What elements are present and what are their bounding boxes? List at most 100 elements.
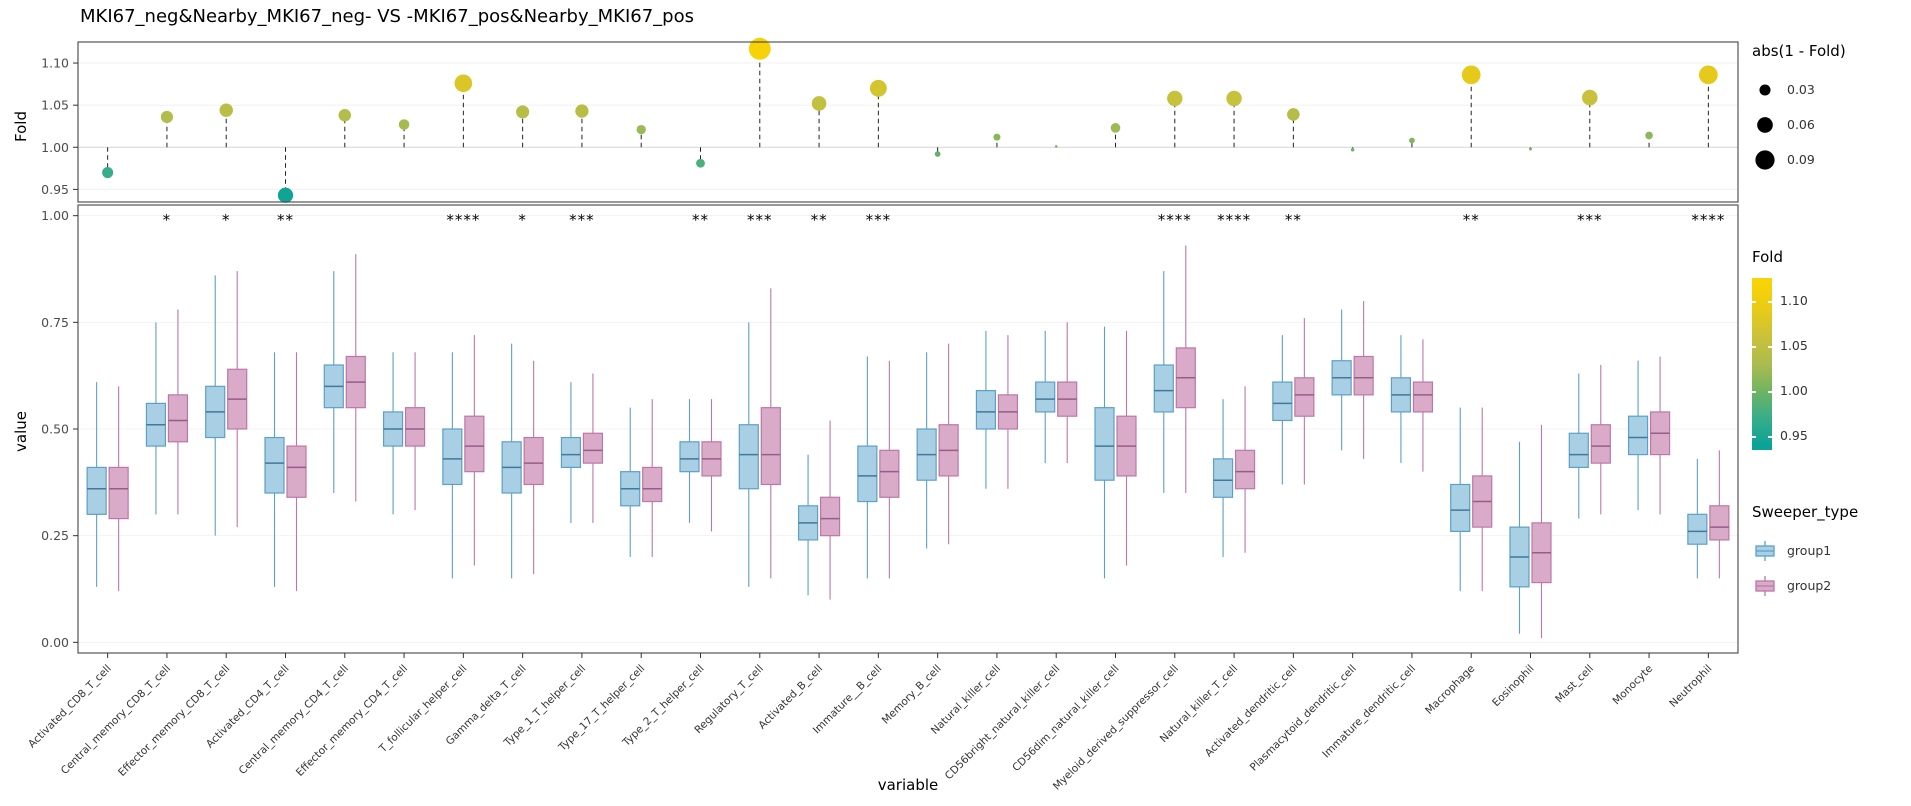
fold-tick-label: 1.10 (41, 56, 69, 71)
significance-star: **** (1691, 211, 1725, 229)
size-legend-dot (1757, 116, 1773, 133)
fold-legend-title: Fold (1752, 248, 1783, 266)
category-label: Central_memory_CD4_T_cell (237, 663, 351, 777)
fold-point (1350, 148, 1355, 152)
box-rect (1353, 355, 1374, 396)
significance-star: * (222, 211, 231, 229)
size-legend: abs(1 - Fold) 0.03 0.06 0.09 (1752, 42, 1910, 177)
box-rect (86, 466, 107, 515)
box-rect (108, 466, 129, 520)
size-legend-item: 0.03 (1752, 72, 1910, 107)
box-rect (679, 441, 700, 473)
significance-star: **** (446, 211, 480, 229)
fold-point (934, 151, 941, 157)
box-rect (1153, 364, 1174, 413)
category-label: CD56bright_natural_killer_cell (943, 663, 1063, 783)
category-label: Central_memory_CD8_T_cell (59, 663, 173, 777)
value-axis-title: value (12, 411, 30, 452)
significance-star: * (518, 211, 527, 229)
box-rect (1412, 381, 1434, 413)
box-rect (819, 496, 841, 537)
box-rect (1294, 377, 1315, 417)
fold-color-legend: Fold 1.10 1.05 1.00 0.95 (1752, 248, 1910, 468)
lollipop-stems (107, 48, 1709, 196)
value-panel-grid (78, 215, 1738, 643)
box-rect (1212, 458, 1234, 498)
box-rect (523, 436, 544, 486)
fold-point (1226, 90, 1242, 107)
fold-tick-label: 1.05 (41, 98, 69, 113)
fold-legend-gradient: 1.10 1.05 1.00 0.95 (1752, 278, 1902, 468)
size-legend-item: 0.09 (1752, 142, 1910, 177)
category-label: Myeloid_derived_suppressor_cell (1051, 663, 1181, 793)
chart-title: MKI67_neg&Nearby_MKI67_neg- VS -MKI67_po… (80, 6, 694, 27)
value-tick-label: 0.75 (41, 315, 69, 330)
fold-point (1054, 145, 1058, 148)
fold-tick-label: 1.00 (41, 140, 69, 155)
fold-point (219, 103, 233, 117)
box-rect (975, 390, 997, 430)
lollipop-points (102, 37, 1718, 203)
boxplot-key-icon (1755, 540, 1775, 561)
significance-star: ** (692, 211, 709, 229)
box-rect (1234, 449, 1256, 490)
fold-point (1582, 89, 1598, 106)
significance-star: ** (1285, 211, 1302, 229)
significance-star: ** (811, 211, 828, 229)
box-rect (464, 415, 485, 473)
fold-point (748, 37, 771, 60)
significance-stars: * * ** **** * *** ** *** ** *** **** **** ** ** *** ***… (163, 211, 1725, 229)
value-axis-ticks: 1.00 0.75 0.50 0.25 0.00 (41, 208, 78, 650)
significance-star: * (163, 211, 172, 229)
box-rect (738, 424, 759, 490)
box-rect (1687, 513, 1708, 545)
fold-panel-border (77, 41, 1739, 203)
sweeper-legend-item: group1 (1752, 533, 1910, 568)
box-rect (560, 436, 582, 468)
box-rect (1035, 381, 1056, 413)
fold-legend-tick-label: 1.10 (1780, 292, 1808, 308)
category-label: Macrophage (1423, 663, 1477, 717)
value-tick-label: 1.00 (41, 208, 69, 223)
fold-tick-label: 0.95 (41, 182, 69, 197)
fold-point (696, 158, 705, 168)
fold-point (277, 187, 294, 203)
size-legend-item: 0.06 (1752, 107, 1910, 142)
box-rect (582, 432, 604, 464)
fold-legend-tick-label: 1.00 (1780, 383, 1808, 399)
fold-point (1287, 108, 1300, 121)
fold-point (338, 109, 352, 122)
value-tick-label: 0.25 (41, 528, 69, 543)
significance-star: **** (1217, 211, 1251, 229)
size-legend-label: 0.09 (1787, 152, 1815, 167)
box-rect (442, 428, 463, 486)
fold-legend-tick-label: 0.95 (1780, 428, 1808, 444)
box-rect (286, 445, 307, 498)
size-legend-dot (1759, 83, 1771, 96)
fold-point (1529, 147, 1532, 151)
fold-point (160, 110, 173, 124)
variable-axis: Activated_CD8_T_cellCentral_memory_CD8_T… (26, 653, 1714, 793)
category-label: Effector_memory_CD8_T_cell (116, 663, 232, 779)
variable-axis-title: variable (877, 776, 939, 794)
value-tick-label: 0.00 (41, 635, 69, 650)
value-tick-label: 0.50 (41, 422, 69, 437)
fold-point (993, 133, 1001, 141)
box-rect (264, 436, 285, 494)
fold-point (1461, 65, 1481, 85)
fold-point (454, 74, 473, 93)
significance-star: ** (1463, 211, 1480, 229)
box-rect (642, 466, 663, 503)
sweeper-legend-item: group2 (1752, 568, 1910, 603)
category-label: Memory_B_cell (880, 663, 944, 727)
box-rect (760, 407, 781, 486)
fold-axis-ticks: 1.10 1.05 1.00 0.95 (41, 56, 78, 197)
box-rect (1568, 432, 1589, 468)
category-label: Monocyte (1611, 663, 1656, 708)
fold-point (1645, 131, 1653, 140)
significance-star: *** (569, 211, 595, 229)
box-rect (879, 449, 900, 498)
significance-star: *** (866, 211, 892, 229)
